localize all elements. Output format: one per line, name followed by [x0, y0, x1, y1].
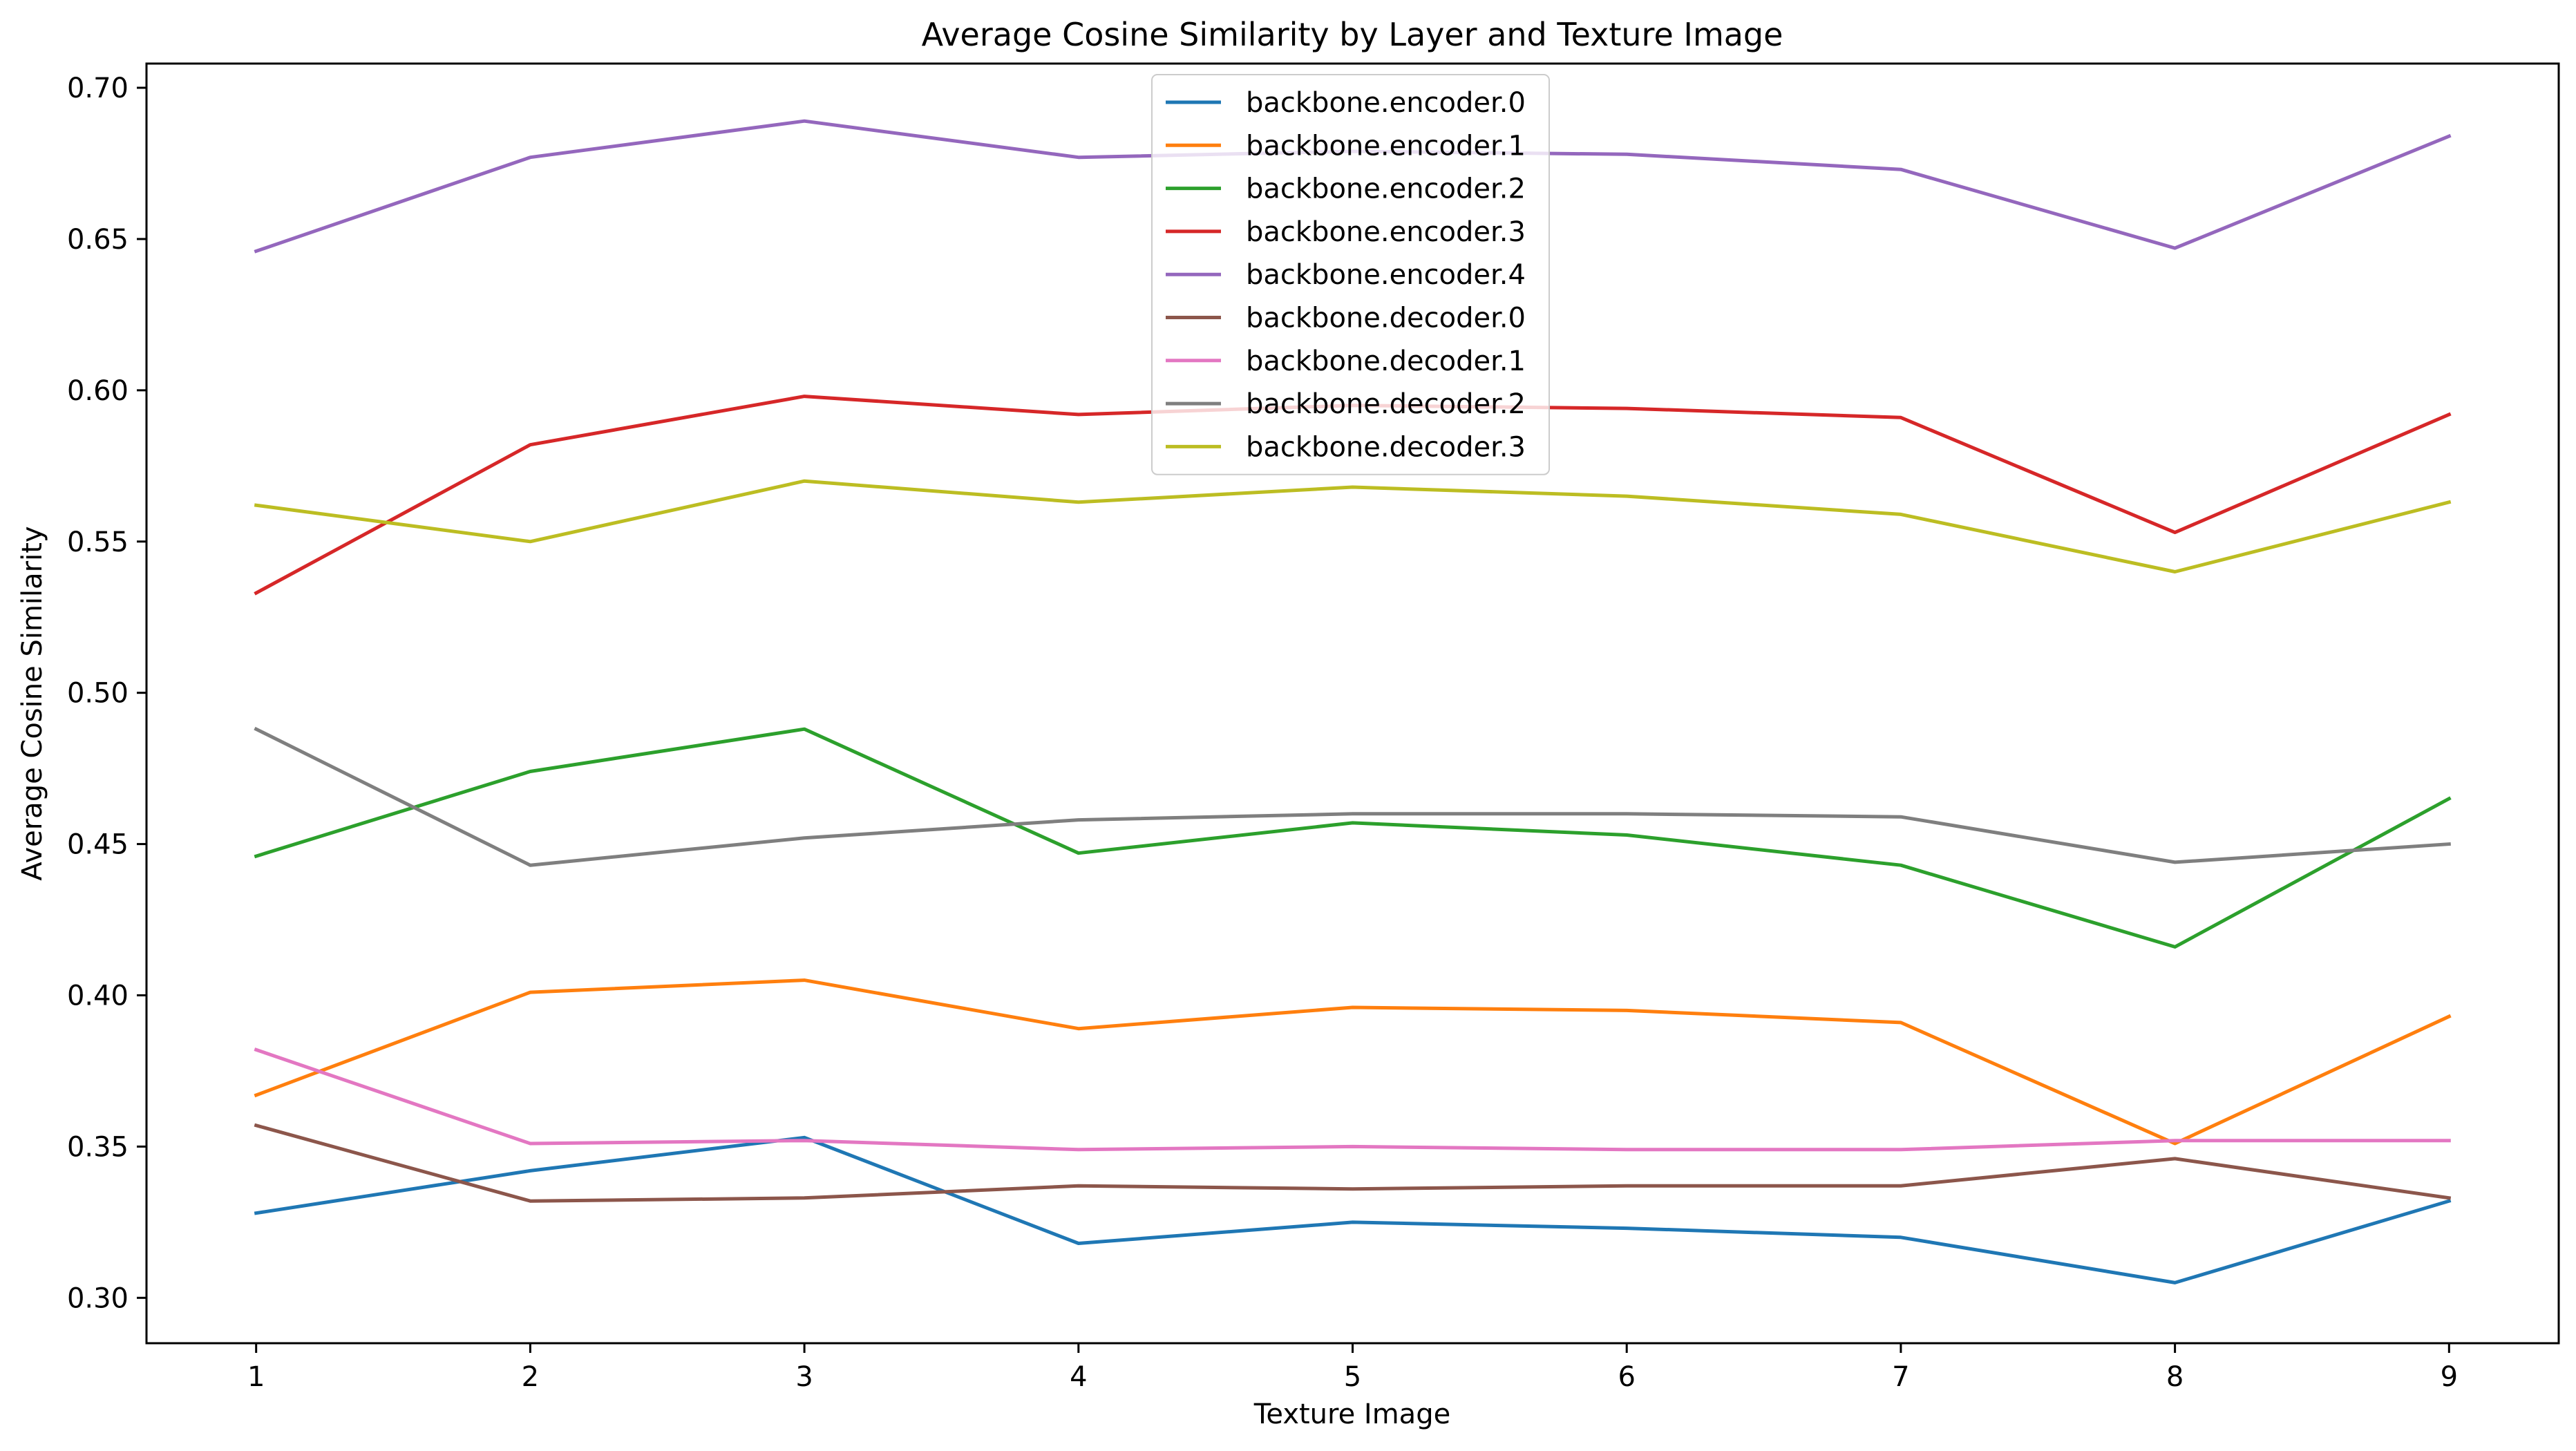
chart-title: Average Cosine Similarity by Layer and T… — [922, 16, 1783, 53]
y-tick-label: 0.30 — [67, 1282, 129, 1314]
legend-label: backbone.encoder.1 — [1246, 130, 1526, 162]
series-line-backbone-encoder-1 — [254, 978, 2452, 1146]
y-axis-label: Average Cosine Similarity — [17, 526, 48, 880]
series-line-backbone-decoder-2 — [254, 726, 2451, 867]
series-line-backbone-encoder-2 — [254, 727, 2452, 949]
x-tick-label: 7 — [1892, 1361, 1909, 1393]
x-tick-label: 4 — [1070, 1361, 1087, 1393]
x-tick-label: 2 — [522, 1361, 539, 1393]
x-tick-label: 9 — [2441, 1361, 2458, 1393]
series-line-backbone-decoder-0 — [254, 1123, 2452, 1203]
x-tick-label: 6 — [1618, 1361, 1635, 1393]
x-tick-label: 3 — [795, 1361, 813, 1393]
y-axis: 0.30 0.35 0.40 0.45 0.50 0.55 0.60 0.65 0.70 — [67, 73, 146, 1314]
y-tick-label: 0.45 — [67, 829, 129, 861]
y-tick-label: 0.50 — [67, 678, 129, 710]
x-tick-label: 8 — [2166, 1361, 2184, 1393]
legend-label: backbone.encoder.0 — [1246, 87, 1526, 119]
legend-box — [1151, 74, 1550, 475]
x-axis: 1 2 3 4 5 6 7 8 9 — [247, 1343, 2458, 1393]
y-tick-label: 0.55 — [67, 527, 129, 558]
legend-label: backbone.encoder.2 — [1246, 173, 1526, 205]
series-layer — [254, 119, 2452, 1284]
legend-label: backbone.decoder.3 — [1246, 431, 1526, 463]
x-tick-label: 5 — [1344, 1361, 1361, 1393]
legend-label: backbone.decoder.2 — [1246, 388, 1526, 420]
y-tick-label: 0.65 — [67, 224, 129, 256]
x-axis-label: Texture Image — [1253, 1398, 1450, 1430]
y-tick-label: 0.35 — [67, 1131, 129, 1163]
x-tick-label: 1 — [247, 1361, 265, 1393]
series-line-backbone-encoder-0 — [254, 1135, 2452, 1284]
y-tick-label: 0.40 — [67, 980, 129, 1012]
series-line-backbone-decoder-3 — [254, 479, 2452, 573]
y-tick-label: 0.60 — [67, 375, 129, 407]
series-line-backbone-decoder-1 — [254, 1047, 2451, 1152]
legend: backbone.encoder.0 backbone.encoder.1 back… — [1151, 74, 1550, 475]
legend-label: backbone.encoder.4 — [1246, 259, 1526, 291]
legend-label: backbone.encoder.3 — [1246, 216, 1526, 248]
legend-label: backbone.decoder.0 — [1246, 303, 1526, 334]
y-tick-label: 0.70 — [67, 73, 129, 104]
legend-label: backbone.decoder.1 — [1246, 345, 1526, 377]
